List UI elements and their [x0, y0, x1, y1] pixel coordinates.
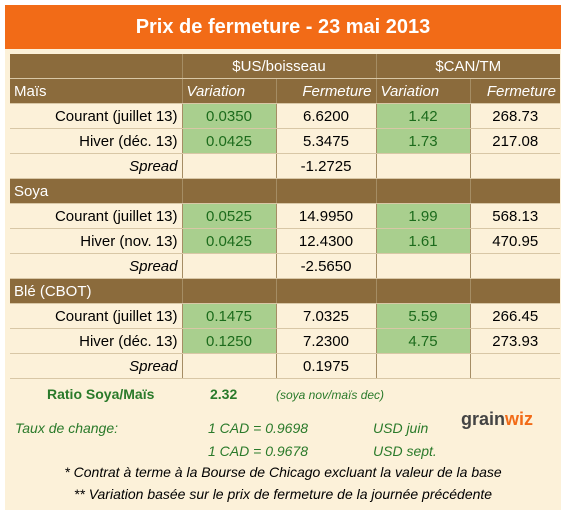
table-row: Courant (juillet 13) 0.1475 7.0325 5.59 …	[10, 303, 560, 329]
col-us-fermeture: Fermeture	[276, 78, 377, 104]
col-cad-fermeture: Fermeture	[470, 78, 560, 104]
section-row-soya: Soya	[10, 178, 560, 204]
fx-rate-2: 1 CAD = 0.9678	[208, 443, 309, 459]
section-mais-label: Maïs	[10, 78, 183, 104]
col-cad-variation: Variation	[376, 78, 471, 104]
price-table: $US/boisseau $CAN/TM Maïs Variation Ferm…	[10, 54, 560, 379]
spread-row: Spread -1.2725	[10, 153, 560, 179]
fx-unit-1: USD juin	[373, 420, 429, 436]
ratio-note: (soya nov/maïs dec)	[276, 388, 385, 402]
usd-header: $US/boisseau	[182, 54, 377, 79]
footnote-2: ** Variation basée sur le prix de fermet…	[73, 486, 493, 502]
col-us-variation: Variation	[182, 78, 277, 104]
fx-rate-1: 1 CAD = 0.9698	[208, 420, 309, 436]
table-row: Courant (juillet 13) 0.0350 6.6200 1.42 …	[10, 103, 560, 129]
spread-row: Spread 0.1975	[10, 353, 560, 379]
table-row: Hiver (déc. 13) 0.1250 7.2300 4.75 273.9…	[10, 328, 560, 354]
ratio-label: Ratio Soya/Maïs	[47, 386, 155, 402]
footnote-1: * Contrat à terme à la Bourse de Chicago…	[64, 464, 502, 480]
price-panel: Prix de fermeture - 23 mai 2013 $US/bois…	[5, 5, 561, 510]
column-header-row: Maïs Variation Fermeture Variation Ferme…	[10, 78, 560, 104]
page-title: Prix de fermeture - 23 mai 2013	[5, 5, 561, 49]
cad-header: $CAN/TM	[376, 54, 560, 79]
fx-label: Taux de change:	[15, 420, 119, 436]
table-row: Courant (juillet 13) 0.0525 14.9950 1.99…	[10, 203, 560, 229]
table-row: Hiver (nov. 13) 0.0425 12.4300 1.61 470.…	[10, 228, 560, 254]
fx-unit-2: USD sept.	[373, 443, 437, 459]
section-row-ble: Blé (CBOT)	[10, 278, 560, 304]
table-row: Hiver (déc. 13) 0.0425 5.3475 1.73 217.0…	[10, 128, 560, 154]
currency-header-row: $US/boisseau $CAN/TM	[10, 54, 560, 79]
spread-row: Spread -2.5650	[10, 253, 560, 279]
ratio-value: 2.32	[210, 386, 238, 402]
grainwiz-logo: grainwiz	[461, 409, 534, 429]
